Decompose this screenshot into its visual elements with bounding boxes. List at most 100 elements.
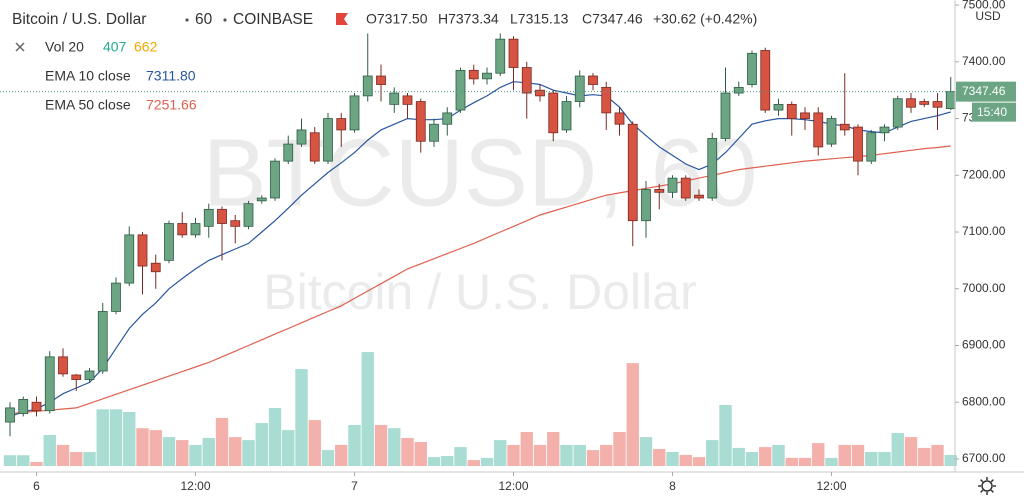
candle-body [826, 118, 837, 145]
candle-body [945, 91, 956, 110]
candle-body [190, 223, 201, 236]
volume-bar [17, 455, 30, 466]
volume-bar [706, 440, 719, 466]
candle-body [296, 129, 307, 145]
volume-bar [772, 444, 785, 466]
volume-bar [692, 457, 706, 466]
candle-body [747, 52, 757, 85]
volume-bar [454, 447, 467, 466]
volume-bar [613, 431, 626, 466]
volume-bar [388, 428, 401, 466]
volume-bar [891, 433, 904, 466]
volume-bar [798, 457, 812, 466]
volume-bar [679, 454, 692, 466]
candle-body [270, 160, 280, 199]
volume-bar [653, 448, 666, 466]
candle-body [256, 197, 267, 202]
y-tick-label: 7400.00 [962, 54, 1006, 68]
candle-body [230, 220, 241, 227]
volume-bar [374, 424, 388, 466]
candle-body [720, 92, 731, 139]
candle-body [58, 356, 68, 375]
watermark-subtitle: Bitcoin / U.S. Dollar [263, 264, 696, 320]
volume-bar [70, 451, 83, 466]
volume-bar [149, 430, 162, 466]
volume-bar [202, 437, 215, 466]
volume-bar [361, 352, 374, 466]
ohlc-high: H7373.34 [438, 11, 499, 27]
volume-bar [255, 423, 268, 466]
candle-body [482, 72, 492, 80]
candle-body [707, 138, 718, 199]
x-tick-label: 12:00 [498, 479, 528, 493]
candle-body [853, 126, 863, 162]
volume-bar [335, 444, 348, 466]
volume-bar [520, 431, 533, 466]
candle-body [773, 103, 784, 111]
volume-bar [812, 443, 825, 466]
volume-bar [719, 404, 732, 466]
candle-body [84, 370, 95, 380]
candle-body [614, 112, 625, 125]
volume-bar [732, 447, 745, 466]
volume-bar [931, 444, 944, 466]
y-tick-label: 7500.00 [962, 0, 1006, 11]
volume-bar [427, 457, 441, 466]
candle-body [402, 95, 413, 105]
separator [185, 18, 189, 22]
ema-legend: EMA 10 close [45, 68, 131, 84]
candle-body [800, 112, 810, 119]
last-price-label: 7347.46 [962, 84, 1006, 98]
candle-body [535, 89, 545, 97]
candle-body [18, 398, 29, 414]
candle-body [561, 101, 572, 131]
candle-body [362, 75, 373, 97]
volume-bar [308, 420, 321, 466]
last-price-box [956, 81, 1016, 102]
candle-body [5, 407, 15, 423]
volume-bar [533, 444, 547, 466]
collapse-icon[interactable] [15, 42, 25, 52]
ema-value: 7311.80 [146, 68, 196, 84]
candle-body [786, 103, 797, 119]
candle-body [309, 132, 320, 162]
ema-legend: EMA 50 close [45, 97, 131, 113]
candle-body [879, 126, 890, 134]
candle-body [111, 282, 121, 312]
x-tick-label: 7 [351, 479, 358, 493]
ohlc-open: O7317.50 [366, 11, 428, 27]
flag-icon[interactable] [336, 13, 348, 25]
candle-body [442, 112, 453, 125]
candle-body [508, 38, 519, 68]
volume-bar [282, 430, 295, 466]
volume-bar [83, 451, 96, 466]
volume-bar [295, 369, 308, 466]
volume-bar [268, 407, 282, 466]
volume-bar [467, 460, 480, 466]
candle-body [667, 177, 678, 193]
candle-body [71, 374, 82, 380]
volume-bar [626, 363, 639, 466]
candle-body [349, 95, 360, 131]
candle-body [866, 132, 877, 162]
candle-body [150, 262, 161, 273]
volume-bar [639, 437, 653, 466]
volume-bar [189, 444, 202, 466]
candle-body [455, 69, 466, 111]
change: +30.62 (+0.42%) [653, 11, 757, 27]
candle-body [919, 101, 930, 105]
volume-bar [600, 444, 613, 466]
volume-bar [215, 417, 229, 466]
candle-body [548, 92, 559, 134]
volume-bar [944, 455, 957, 466]
volume-bar [560, 444, 573, 466]
separator [223, 18, 227, 22]
volume-bar [759, 447, 772, 466]
volume-bar [573, 444, 586, 466]
watermark: BTCUSD, 60 [203, 119, 758, 226]
volume-bar [96, 409, 109, 466]
settings-icon[interactable] [978, 477, 996, 495]
exchange: COINBASE [233, 11, 313, 28]
volume-bar [56, 444, 70, 466]
